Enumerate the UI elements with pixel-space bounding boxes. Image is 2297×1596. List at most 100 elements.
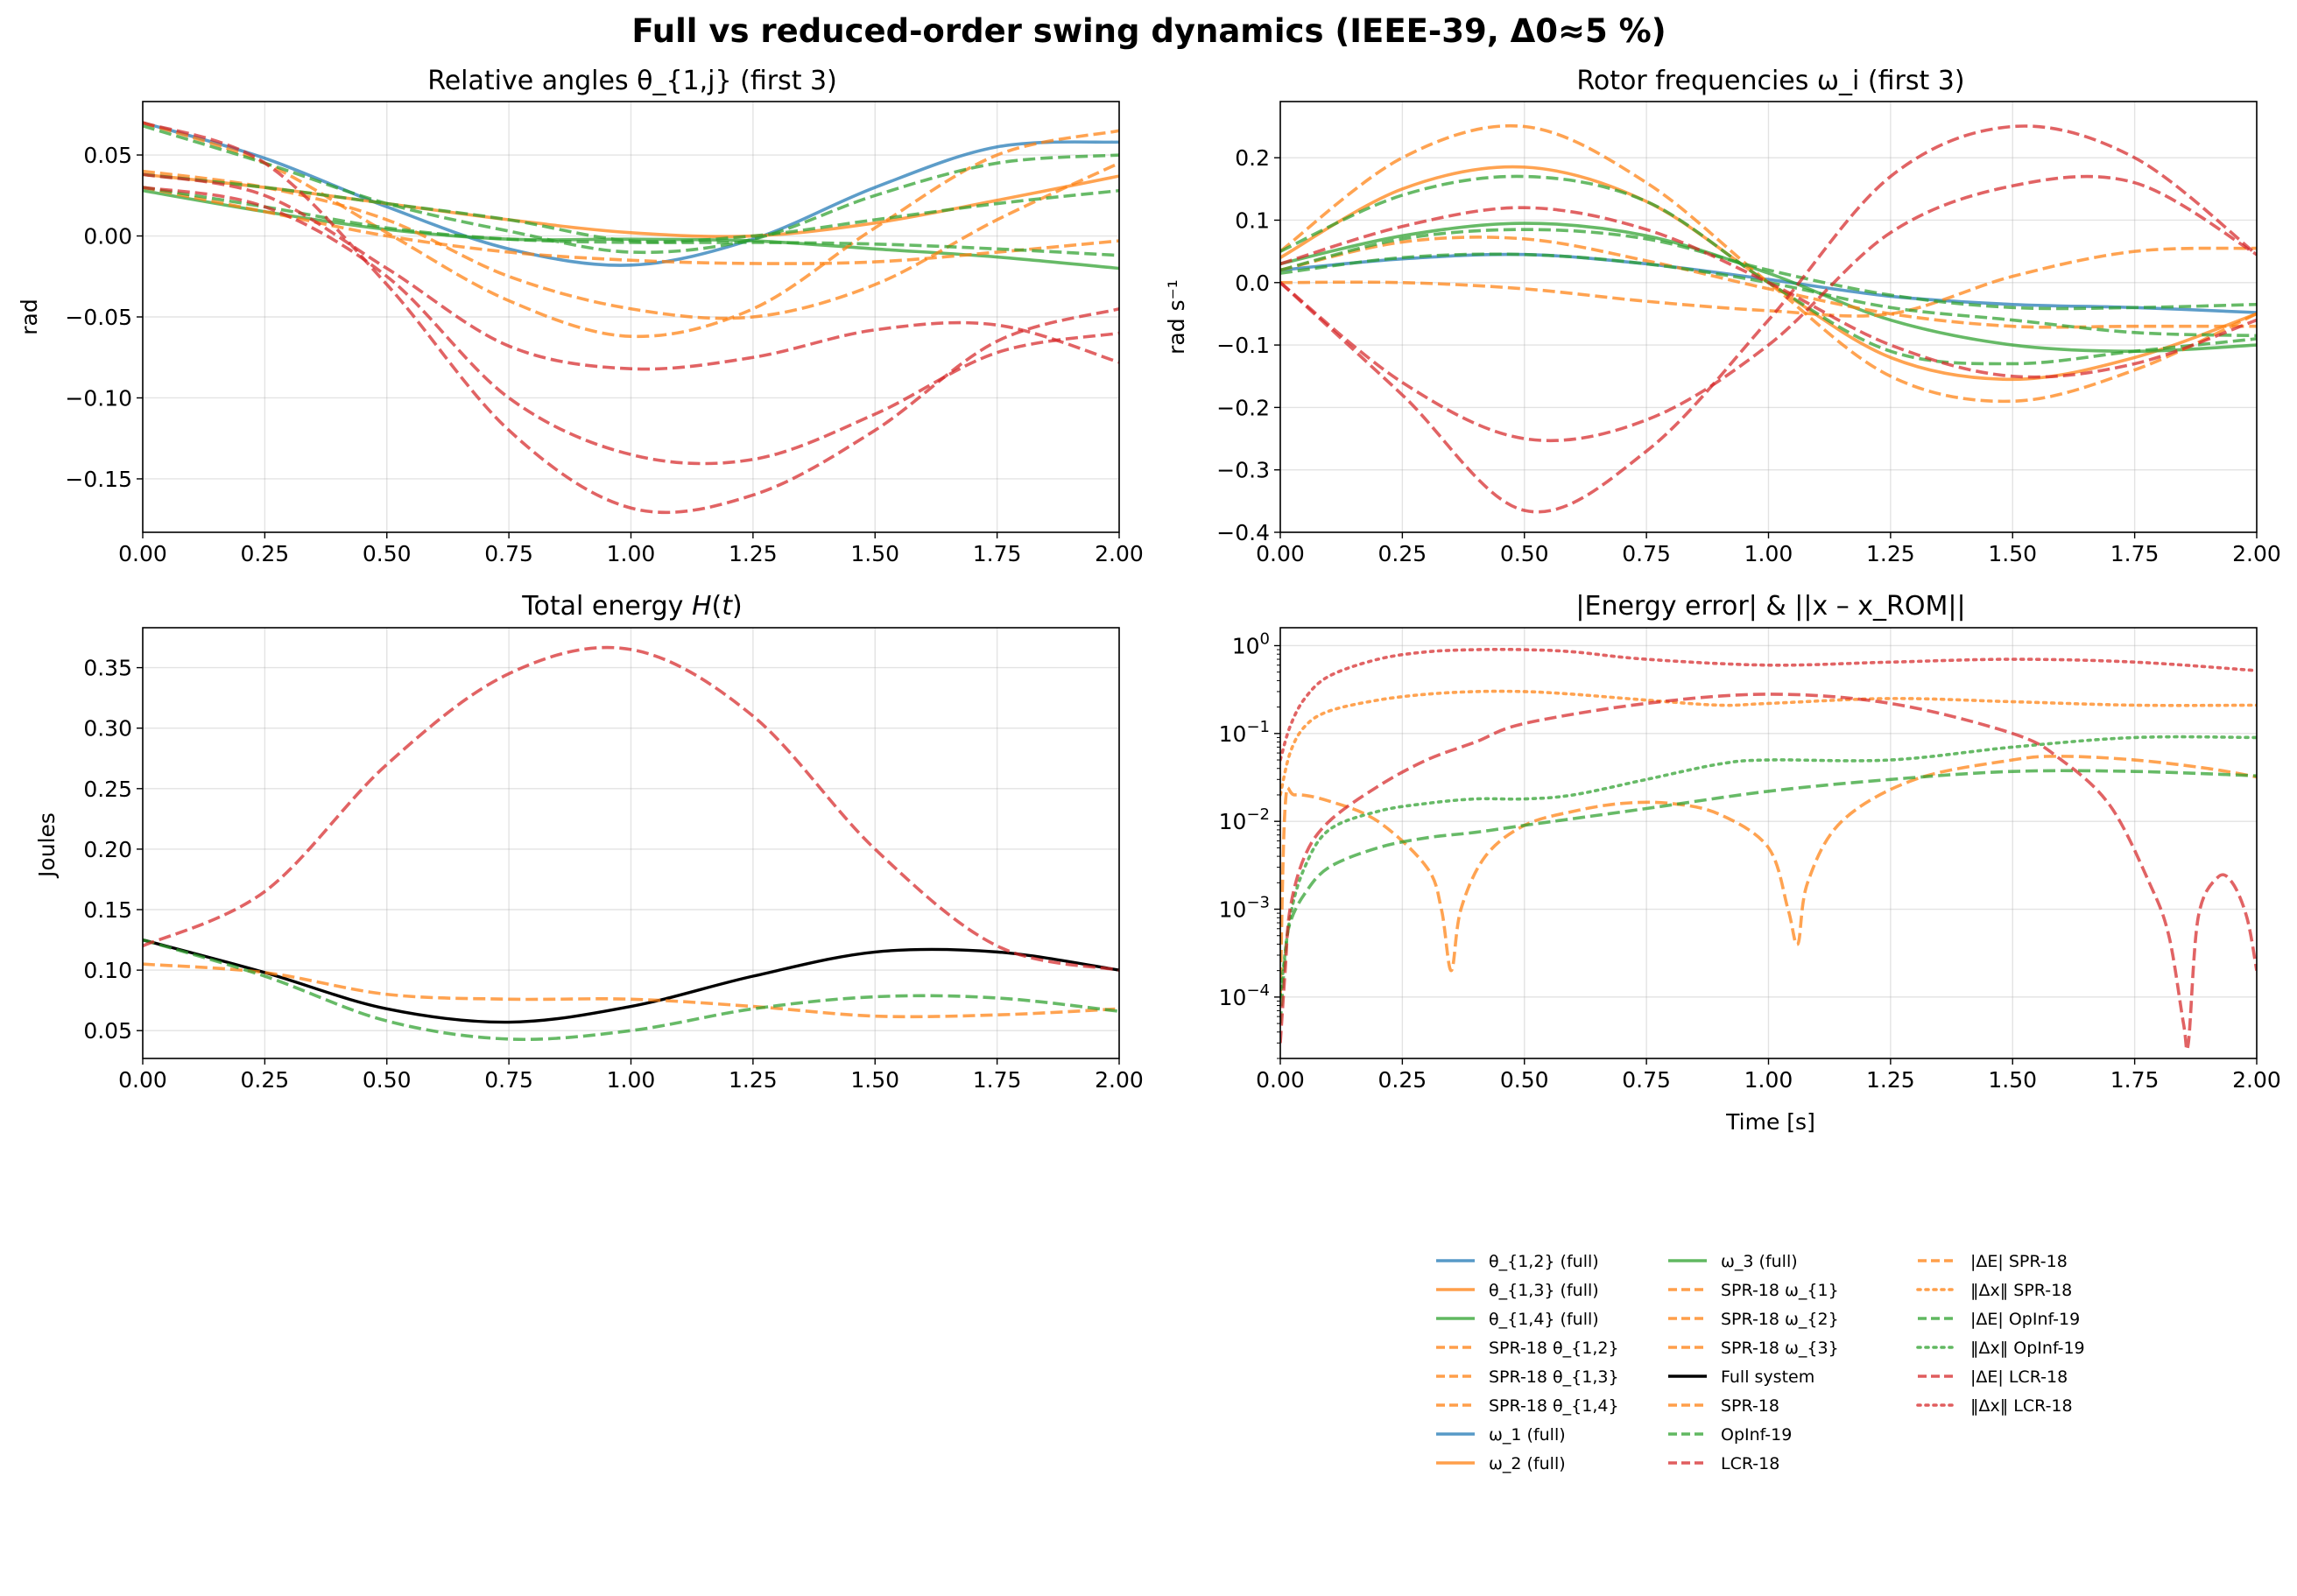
- frequencies-ytick-label: 0.2: [1235, 145, 1270, 171]
- frequencies-ytick-label: −0.4: [1216, 520, 1270, 545]
- frequencies-ytick-label: 0.0: [1235, 271, 1270, 296]
- angles-ytick-label: −0.15: [65, 467, 132, 492]
- angles-series-line-10: [143, 172, 1119, 371]
- errors-ytick-exp: −2: [1246, 805, 1270, 824]
- legend-item: SPR-18 θ_{1,2}: [1436, 1339, 1619, 1358]
- legend-label: |ΔE| SPR-18: [1970, 1252, 2068, 1271]
- panel-errors-xlabel: Time [s]: [1725, 1109, 1815, 1135]
- errors-ytick-base: 10: [1232, 633, 1260, 658]
- errors-xtick-label: 0.00: [1256, 1067, 1305, 1093]
- energy-series-line-3: [143, 645, 1119, 972]
- frequencies-series-line-9: [1280, 124, 2257, 514]
- frequencies-xtick-label: 1.00: [1744, 541, 1793, 566]
- energy-xtick-label: 2.00: [1095, 1067, 1144, 1093]
- errors-xtick-label: 1.00: [1744, 1067, 1793, 1093]
- angles-xtick-label: 1.25: [729, 541, 778, 566]
- errors-xtick-label: 0.75: [1622, 1067, 1671, 1093]
- legend: θ_{1,2} (full) θ_{1,3} (full) θ_{1,4} (ful…: [1436, 1252, 2085, 1473]
- frequencies-series-line-5: [1280, 246, 2257, 318]
- energy-xtick-label: 1.00: [607, 1067, 656, 1093]
- angles-series-line-11: [143, 186, 1119, 466]
- angles-xtick-label: 1.00: [607, 541, 656, 566]
- errors-series-line-0: [1280, 755, 2257, 997]
- legend-label: Full system: [1721, 1367, 1814, 1387]
- errors-series-line-5: [1280, 647, 2257, 762]
- angles-xtick-label: 1.75: [973, 541, 1022, 566]
- frequencies-xtick-label: 0.00: [1256, 541, 1305, 566]
- panel-frequencies-title: Rotor frequencies ω_i (first 3): [1576, 66, 1964, 96]
- legend-label: SPR-18 ω_{3}: [1721, 1339, 1839, 1358]
- legend-label: ω_3 (full): [1721, 1252, 1798, 1271]
- legend-item: θ_{1,2} (full): [1436, 1252, 1599, 1271]
- errors-ytick-exp: −4: [1246, 981, 1270, 1000]
- errors-xtick-label: 1.25: [1866, 1067, 1915, 1093]
- errors-ytick-label: 10−2: [1219, 805, 1270, 834]
- legend-item: ‖Δx‖ LCR-18: [1916, 1396, 2073, 1416]
- legend-label: ω_1 (full): [1489, 1425, 1566, 1445]
- errors-series-line-4: [1280, 693, 2257, 1052]
- legend-item: |ΔE| OpInf-19: [1918, 1310, 2080, 1329]
- errors-xtick-label: 1.75: [2110, 1067, 2160, 1093]
- frequencies-xtick-label: 1.25: [1866, 541, 1915, 566]
- legend-label: |ΔE| LCR-18: [1970, 1367, 2068, 1387]
- angles-series-line-5: [143, 161, 1119, 320]
- frequencies-ytick-label: −0.1: [1216, 333, 1270, 358]
- legend-label: LCR-18: [1721, 1454, 1779, 1473]
- errors-ytick-label: 100: [1232, 629, 1270, 658]
- legend-item: LCR-18: [1668, 1454, 1779, 1473]
- legend-label: SPR-18 ω_{2}: [1721, 1310, 1839, 1329]
- legend-item: |ΔE| LCR-18: [1918, 1367, 2068, 1387]
- panel-angles: Relative angles θ_{1,j} (first 3) rad 0.…: [17, 66, 1144, 566]
- energy-xtick-label: 0.75: [484, 1067, 533, 1093]
- frequencies-xtick-label: 0.50: [1500, 541, 1549, 566]
- legend-label: θ_{1,4} (full): [1489, 1310, 1599, 1329]
- errors-ytick-exp: −3: [1246, 894, 1270, 912]
- legend-item: SPR-18 ω_{2}: [1668, 1310, 1839, 1329]
- angles-series-line-4: [143, 186, 1119, 265]
- errors-series-line-2: [1280, 769, 2257, 1024]
- panel-errors: |Energy error| & ||x – x_ROM|| Time [s] …: [1219, 591, 2281, 1135]
- legend-item: SPR-18 θ_{1,4}: [1436, 1396, 1619, 1416]
- frequencies-ytick-label: 0.1: [1235, 207, 1270, 233]
- errors-xtick-label: 0.50: [1500, 1067, 1549, 1093]
- legend-label: SPR-18 θ_{1,2}: [1489, 1339, 1619, 1358]
- legend-item: ‖Δx‖ SPR-18: [1916, 1281, 2072, 1300]
- legend-item: SPR-18 ω_{3}: [1668, 1339, 1839, 1358]
- errors-ytick-base: 10: [1219, 721, 1247, 747]
- legend-item: Full system: [1668, 1367, 1814, 1387]
- frequencies-xtick-label: 0.75: [1622, 541, 1671, 566]
- frequencies-series-line-7: [1280, 228, 2257, 311]
- frequencies-series-line-2: [1280, 221, 2257, 354]
- frequencies-xtick-label: 1.75: [2110, 541, 2160, 566]
- energy-ytick-label: 0.05: [83, 1018, 132, 1044]
- angles-xtick-label: 1.50: [850, 541, 899, 566]
- legend-item: ω_3 (full): [1668, 1252, 1798, 1271]
- figure-suptitle: Full vs reduced-order swing dynamics (IE…: [631, 12, 1666, 50]
- legend-label: ‖Δx‖ LCR-18: [1970, 1396, 2073, 1416]
- errors-ytick-label: 10−4: [1219, 981, 1270, 1010]
- energy-xtick-label: 0.25: [241, 1067, 290, 1093]
- legend-label: SPR-18 θ_{1,4}: [1489, 1396, 1619, 1416]
- frequencies-series-line-11: [1280, 206, 2257, 379]
- errors-series-group: [1280, 647, 2257, 1052]
- errors-ytick-label: 10−3: [1219, 894, 1270, 923]
- legend-item: ω_1 (full): [1436, 1425, 1566, 1445]
- legend-label: ‖Δx‖ SPR-18: [1970, 1281, 2072, 1300]
- legend-label: SPR-18 θ_{1,3}: [1489, 1367, 1619, 1387]
- panel-energy: Total energy H(t) Joules 0.00 0.25 0.50 0.7…: [34, 591, 1144, 1093]
- energy-xtick-label: 1.25: [729, 1067, 778, 1093]
- errors-ytick-label: 10−1: [1219, 718, 1270, 747]
- errors-ytick-exp: 0: [1260, 629, 1270, 648]
- angles-ytick-label: −0.10: [65, 385, 132, 411]
- energy-xtick-label: 1.75: [973, 1067, 1022, 1093]
- errors-series-line-3: [1280, 735, 2257, 999]
- legend-item: |ΔE| SPR-18: [1918, 1252, 2068, 1271]
- frequencies-ytick-label: −0.3: [1216, 458, 1270, 483]
- angles-xtick-label: 0.75: [484, 541, 533, 566]
- frequencies-series-line-4: [1280, 236, 2257, 329]
- panel-energy-ylabel: Joules: [34, 812, 60, 879]
- energy-xtick-label: 1.50: [850, 1067, 899, 1093]
- energy-ytick-label: 0.10: [83, 958, 132, 983]
